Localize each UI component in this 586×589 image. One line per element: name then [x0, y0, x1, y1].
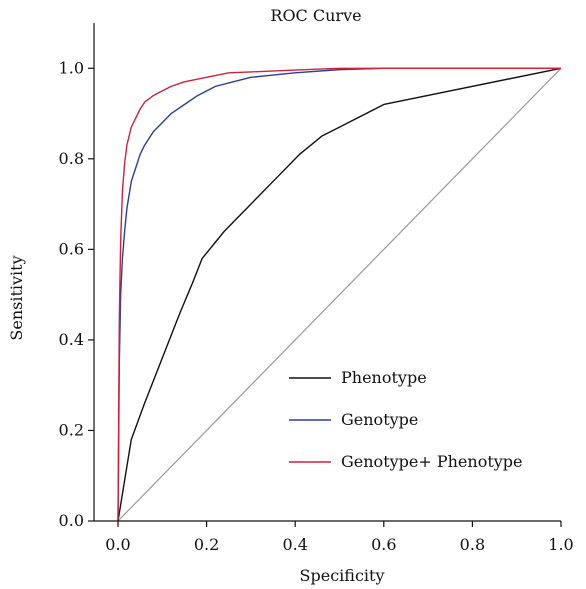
chart-title: ROC Curve: [270, 6, 361, 25]
legend: Phenotype Genotype Genotype+ Phenotype: [289, 368, 523, 471]
x-axis-title: Specificity: [300, 566, 385, 585]
legend-label-genotype: Genotype: [341, 410, 418, 429]
x-tick-label: 0.8: [460, 535, 485, 554]
x-tick-label: 0.2: [194, 535, 219, 554]
y-tick-label: 1.0: [59, 58, 84, 77]
legend-label-genotype-phenotype: Genotype+ Phenotype: [341, 452, 523, 471]
axes-layer: 0.0 0.2 0.4 0.6 0.8 1.0 0.0 0.2 0.4 0.6 0.8 1.0: [59, 23, 574, 554]
x-tick-label: 1.0: [548, 535, 573, 554]
legend-label-phenotype: Phenotype: [341, 368, 427, 387]
y-tick-label: 0.2: [59, 420, 84, 439]
y-tick-label: 0.0: [59, 511, 84, 530]
y-tick-label: 0.6: [59, 239, 84, 258]
y-axis-title: Sensitivity: [7, 255, 26, 340]
series-line-phenotype: [117, 67, 562, 522]
x-tick-label: 0.0: [105, 535, 130, 554]
y-tick-label: 0.4: [59, 330, 84, 349]
x-tick-label: 0.4: [282, 535, 307, 554]
series-line-genotype-phenotype: [117, 67, 561, 522]
y-tick-label: 0.8: [59, 149, 84, 168]
series-layer: [117, 67, 562, 522]
reference-diagonal-line: [117, 67, 562, 522]
x-tick-label: 0.6: [371, 535, 396, 554]
series-line-genotype: [117, 67, 561, 522]
reference-layer: [117, 67, 562, 522]
